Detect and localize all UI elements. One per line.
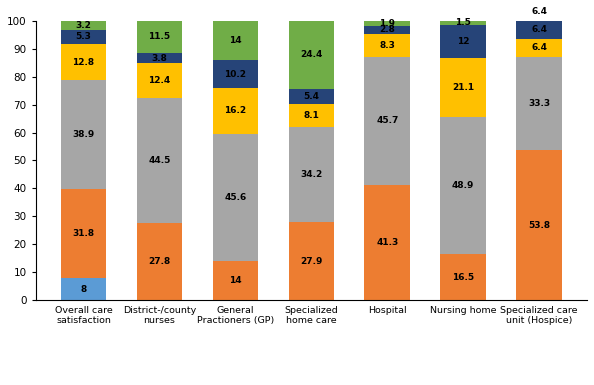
Text: 14: 14 — [229, 276, 242, 285]
Bar — [213, 60, 258, 88]
Text: 33.3: 33.3 — [528, 99, 550, 108]
Text: 45.7: 45.7 — [376, 116, 399, 126]
Bar — [365, 57, 410, 185]
Text: 16.5: 16.5 — [452, 273, 474, 282]
Bar — [441, 117, 486, 254]
Text: 6.4: 6.4 — [531, 25, 547, 34]
Bar — [289, 127, 334, 222]
Text: 1.5: 1.5 — [456, 18, 471, 27]
Text: 38.9: 38.9 — [72, 130, 94, 139]
Text: 14: 14 — [229, 36, 242, 45]
Text: 3.2: 3.2 — [75, 21, 91, 30]
Text: 11.5: 11.5 — [148, 32, 170, 41]
Text: 2.8: 2.8 — [380, 25, 395, 34]
Text: 8.3: 8.3 — [380, 41, 395, 50]
Bar — [61, 44, 106, 80]
Bar — [441, 25, 486, 59]
Bar — [61, 189, 106, 278]
Bar — [516, 57, 562, 150]
Text: 8: 8 — [80, 285, 87, 294]
Text: 24.4: 24.4 — [300, 50, 323, 59]
Bar — [365, 34, 410, 57]
Text: 10.2: 10.2 — [225, 70, 247, 79]
Bar — [441, 59, 486, 117]
Bar — [213, 88, 258, 134]
Text: 12.8: 12.8 — [72, 58, 94, 67]
Bar — [137, 64, 182, 98]
Text: 3.8: 3.8 — [151, 54, 168, 63]
Bar — [61, 21, 106, 30]
Text: 45.6: 45.6 — [225, 193, 247, 202]
Bar — [289, 89, 334, 104]
Bar — [441, 21, 486, 25]
Bar — [289, 21, 334, 89]
Text: 31.8: 31.8 — [72, 229, 94, 238]
Text: 48.9: 48.9 — [452, 181, 475, 190]
Text: 12: 12 — [457, 37, 469, 46]
Text: 5.3: 5.3 — [75, 32, 91, 42]
Bar — [213, 261, 258, 300]
Bar — [137, 98, 182, 223]
Text: 1.9: 1.9 — [380, 19, 395, 28]
Text: 8.1: 8.1 — [304, 111, 319, 120]
Bar — [61, 30, 106, 44]
Text: 34.2: 34.2 — [300, 170, 323, 179]
Bar — [516, 21, 562, 39]
Bar — [365, 21, 410, 26]
Bar — [289, 104, 334, 127]
Bar — [365, 185, 410, 300]
Text: 12.4: 12.4 — [148, 76, 170, 85]
Bar — [516, 150, 562, 300]
Bar — [61, 80, 106, 189]
Text: 6.4: 6.4 — [531, 7, 547, 17]
Bar — [137, 53, 182, 64]
Bar — [365, 26, 410, 34]
Bar — [213, 134, 258, 261]
Bar — [137, 21, 182, 53]
Text: 53.8: 53.8 — [528, 221, 550, 229]
Text: 44.5: 44.5 — [148, 156, 170, 165]
Text: 5.4: 5.4 — [304, 92, 320, 101]
Bar — [213, 21, 258, 60]
Text: 27.9: 27.9 — [300, 257, 323, 266]
Bar — [289, 222, 334, 300]
Text: 41.3: 41.3 — [376, 238, 399, 247]
Text: 27.8: 27.8 — [148, 257, 170, 266]
Bar — [441, 254, 486, 300]
Bar — [137, 223, 182, 300]
Text: 21.1: 21.1 — [452, 84, 474, 92]
Bar — [61, 278, 106, 300]
Text: 6.4: 6.4 — [531, 43, 547, 52]
Bar — [516, 3, 562, 21]
Bar — [516, 39, 562, 57]
Text: 16.2: 16.2 — [225, 107, 247, 116]
